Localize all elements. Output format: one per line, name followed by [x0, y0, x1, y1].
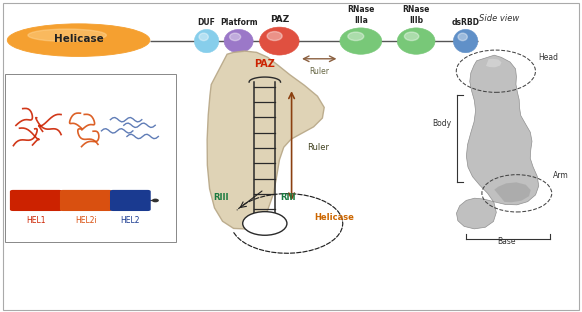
Polygon shape — [207, 51, 324, 229]
Ellipse shape — [404, 32, 419, 41]
Text: dsRBD: dsRBD — [452, 18, 480, 27]
Text: Ruler: Ruler — [307, 144, 329, 153]
Text: RNase
IIIb: RNase IIIb — [402, 5, 430, 25]
Ellipse shape — [453, 29, 478, 53]
Text: Ruler: Ruler — [309, 66, 329, 76]
Ellipse shape — [229, 33, 240, 41]
FancyBboxPatch shape — [10, 190, 62, 211]
Ellipse shape — [199, 33, 208, 41]
Circle shape — [243, 212, 287, 235]
FancyBboxPatch shape — [60, 190, 112, 211]
Polygon shape — [494, 182, 531, 202]
Text: HEL2: HEL2 — [120, 216, 140, 225]
Text: Helicase: Helicase — [314, 213, 354, 222]
Text: RIII: RIII — [213, 193, 228, 202]
Ellipse shape — [340, 28, 382, 54]
Text: Side view: Side view — [479, 14, 520, 22]
Text: Arm: Arm — [553, 171, 569, 180]
Text: DUF: DUF — [198, 18, 215, 27]
Text: HEL2i: HEL2i — [75, 216, 97, 225]
Ellipse shape — [458, 33, 467, 41]
Ellipse shape — [194, 29, 219, 53]
Ellipse shape — [260, 27, 299, 55]
Ellipse shape — [397, 28, 435, 54]
Ellipse shape — [348, 32, 364, 41]
Text: Body: Body — [432, 119, 451, 128]
Text: Platform: Platform — [220, 18, 257, 27]
Ellipse shape — [8, 24, 150, 56]
FancyBboxPatch shape — [5, 74, 176, 242]
Text: Helicase: Helicase — [54, 34, 104, 44]
Text: RIII: RIII — [280, 193, 296, 202]
Ellipse shape — [267, 32, 282, 41]
Ellipse shape — [28, 29, 107, 41]
Text: Head: Head — [538, 53, 558, 62]
Text: PAZ: PAZ — [269, 15, 289, 24]
Text: HEL1: HEL1 — [26, 216, 46, 225]
FancyBboxPatch shape — [110, 190, 151, 211]
Polygon shape — [456, 55, 539, 229]
Circle shape — [152, 199, 159, 202]
Text: Base: Base — [497, 236, 516, 246]
Ellipse shape — [224, 29, 253, 53]
Text: RNase
IIIa: RNase IIIa — [347, 5, 375, 25]
Text: PAZ: PAZ — [254, 59, 275, 69]
Polygon shape — [486, 59, 502, 67]
